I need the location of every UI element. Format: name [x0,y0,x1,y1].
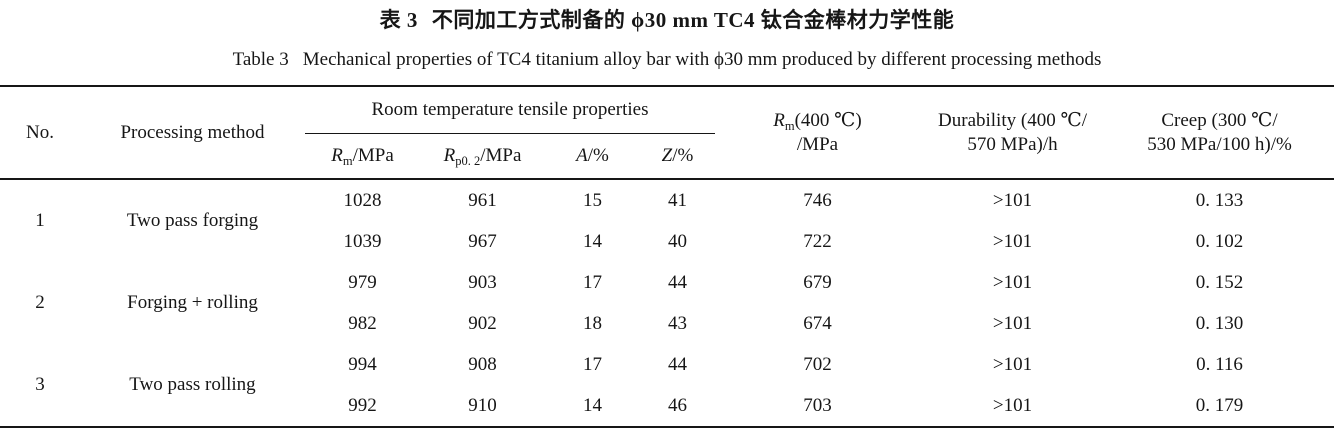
properties-table: No. Processing method Room temperature t… [0,85,1334,428]
header-row-2: Rm/MPa Rp0. 2/MPa A/% Z/% [0,134,1334,180]
col-header-creep: Creep (300 ℃/ 530 MPa/100 h)/% [1105,86,1334,179]
col-header-elongation: A/% [545,134,640,180]
durability-line1: Durability (400 ℃/ [938,109,1087,131]
cell-rm400: 702 [803,353,832,375]
creep-line2: 530 MPa/100 h)/% [1147,133,1292,155]
z-symbol: Z [661,145,673,166]
table-caption-en: Table 3 Mechanical properties of TC4 tita… [0,48,1334,72]
rm400-line1: Rm(400 ℃) [715,109,920,133]
table-row: 1039 967 14 40 722 >101 0. 102 [0,221,1334,262]
cell-rm400: 674 [803,312,832,334]
table-row: 992 910 14 46 703 >101 0. 179 [0,385,1334,427]
cell-reduction: 44 [668,271,687,293]
rm400-subscript: m [784,118,795,133]
cell-rp02: 967 [468,230,497,252]
durability-line2: 570 MPa)/h [967,133,1058,155]
table-caption-en-text: Mechanical properties of TC4 titanium al… [302,49,1102,70]
cell-elongation: 14 [583,230,602,252]
cell-rp02: 910 [468,394,497,416]
cell-rp02: 903 [468,271,497,293]
table-row: 2 Forging + rolling 979 903 17 44 679 >1… [0,262,1334,314]
cell-creep: 0. 133 [1105,178,1334,221]
cell-durability: >101 [992,271,1033,293]
creep-line1: Creep (300 ℃/ [1161,109,1278,131]
cell-reduction: 46 [668,394,687,416]
cell-rm: 1039 [343,230,382,252]
cell-no: 3 [35,374,45,395]
table-row: 1 Two pass forging 1028 961 15 41 746 >1… [0,178,1334,262]
table-caption-block: 表 3 不同加工方式制备的 ϕ30 mm TC4 钛合金棒材力学性能 Table … [0,7,1334,72]
cell-creep: 0. 116 [1196,353,1243,375]
cell-rm400: 679 [803,271,832,293]
rm-symbol: R [331,145,343,166]
cell-method: Two pass forging [80,178,305,262]
table-caption-zh-label: 表 3 [379,8,418,32]
rm400-line2-unit: /MPa [796,133,839,155]
cell-elongation: 17 [583,353,602,375]
cell-reduction: 41 [640,178,715,221]
cell-elongation: 18 [583,312,602,334]
cell-reduction: 44 [668,353,687,375]
cell-creep: 0. 179 [1195,394,1244,416]
z-unit: /% [672,145,694,166]
table-row: 982 902 18 43 674 >101 0. 130 [0,303,1334,344]
cell-elongation: 17 [583,271,602,293]
col-header-durability: Durability (400 ℃/ 570 MPa)/h [920,86,1105,179]
cell-rm: 982 [348,312,377,334]
rp02-subscript: p0. 2 [455,154,481,168]
cell-rm400: 703 [803,394,832,416]
cell-no: 1 [0,178,80,262]
cell-no: 2 [35,292,45,313]
cell-durability: >101 [992,394,1033,416]
col-header-rp02: Rp0. 2/MPa [420,134,545,180]
cell-rm: 979 [348,271,377,293]
cell-rm: 992 [348,394,377,416]
cell-rm400: 722 [803,230,832,252]
cell-method: Forging + rolling [127,292,258,313]
rp02-unit: /MPa [480,145,522,166]
cell-rm400: 746 [715,178,920,221]
col-header-reduction: Z/% [640,134,715,180]
table-caption-en-label: Table 3 [232,49,289,70]
cell-creep: 0. 102 [1195,230,1244,252]
col-header-no: No. [26,121,54,143]
rp02-symbol: R [443,145,456,166]
col-header-rm: Rm/MPa [305,134,420,180]
cell-durability: >101 [992,230,1033,252]
cell-rp02: 902 [468,312,497,334]
a-unit: /% [587,145,609,166]
cell-creep: 0. 130 [1195,312,1244,334]
col-header-method: Processing method [120,121,265,143]
table-caption-zh-text: 不同加工方式制备的 ϕ30 mm TC4 钛合金棒材力学性能 [431,8,955,32]
table-caption-zh: 表 3 不同加工方式制备的 ϕ30 mm TC4 钛合金棒材力学性能 [0,7,1334,33]
rm-unit: /MPa [352,145,394,166]
cell-elongation: 15 [545,178,640,221]
header-row-1: No. Processing method Room temperature t… [0,86,1334,155]
cell-creep: 0. 152 [1195,271,1244,293]
cell-durability: >101 [992,353,1033,375]
cell-durability: >101 [920,178,1105,221]
col-group-room-temp-tensile: Room temperature tensile properties [305,86,715,134]
cell-durability: >101 [992,312,1033,334]
cell-rp02: 908 [468,353,497,375]
cell-elongation: 14 [583,394,602,416]
rm-subscript: m [342,154,353,168]
col-header-rm-400: Rm(400 ℃) /MPa [715,86,920,179]
cell-rm: 994 [348,353,377,375]
cell-rm: 1028 [305,178,420,221]
table-row: 3 Two pass rolling 994 908 17 44 702 >10… [0,344,1334,396]
cell-rp02: 961 [420,178,545,221]
cell-reduction: 43 [668,312,687,334]
rm400-symbol: R [773,109,785,131]
rm400-condition: (400 ℃) [794,109,862,131]
a-symbol: A [576,145,588,166]
cell-reduction: 40 [668,230,687,252]
cell-method: Two pass rolling [129,374,256,395]
